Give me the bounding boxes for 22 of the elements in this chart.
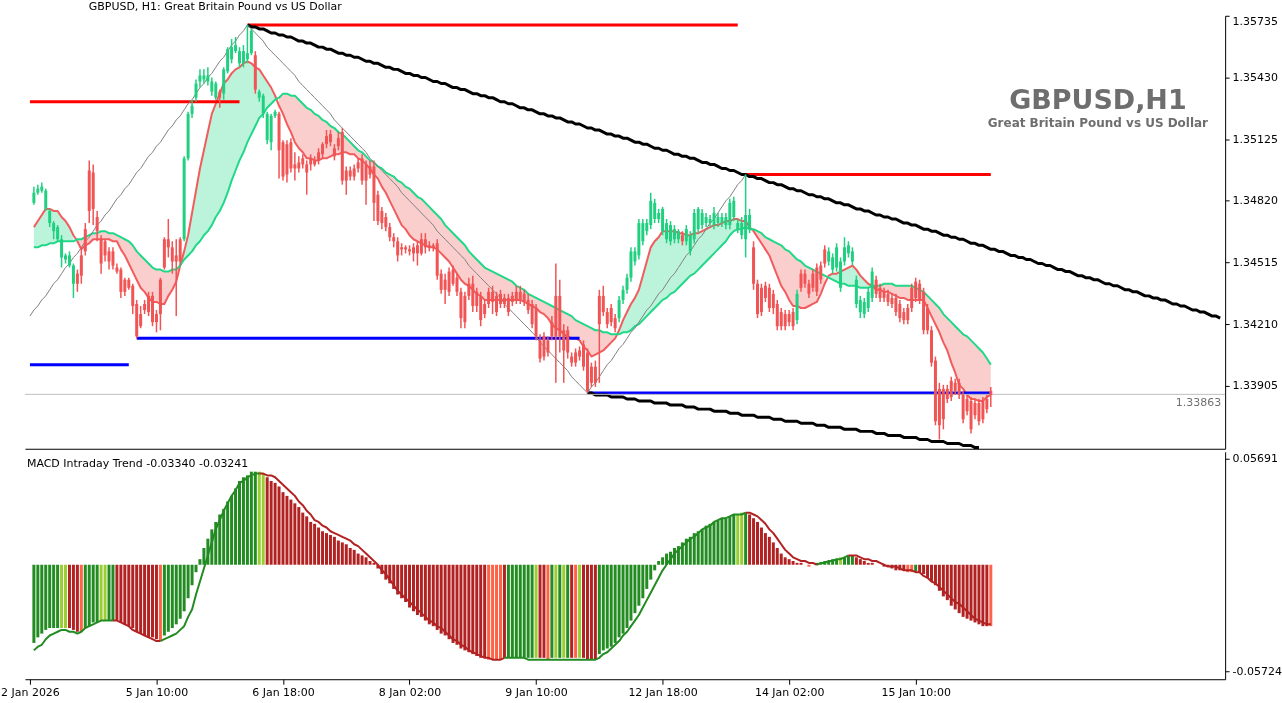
x-tick-label: 15 Jan 10:00 bbox=[881, 685, 951, 699]
y-tick-label: 1.35735 bbox=[1232, 15, 1278, 29]
annotation: Great Britain Pound vs US Dollar bbox=[987, 115, 1209, 130]
x-tick-label: 5 Jan 10:00 bbox=[125, 685, 189, 699]
x-tick-label: 9 Jan 10:00 bbox=[505, 685, 568, 699]
x-tick-label: 6 Jan 18:00 bbox=[252, 685, 315, 699]
chart-title: GBPUSD, H1: Great Britain Pound vs US Dollar bbox=[88, 0, 343, 13]
y-tick-label: 1.35125 bbox=[1232, 132, 1278, 146]
x-tick-label: 8 Jan 02:00 bbox=[378, 685, 442, 699]
y-tick-label: 1.34515 bbox=[1232, 256, 1278, 269]
y-tick-label: 0.05691 bbox=[1232, 452, 1278, 466]
y-tick-label: 1.34210 bbox=[1232, 317, 1278, 331]
x-tick-label: 2 Jan 2026 bbox=[1, 685, 60, 699]
y-tick-label: 1.33905 bbox=[1232, 379, 1278, 393]
text: MACD Intraday Trend -0.03340 -0.03241 bbox=[26, 456, 249, 470]
x-tick-label: 12 Jan 18:00 bbox=[628, 685, 698, 699]
y-tick-label: -0.05724 bbox=[1232, 664, 1282, 678]
annotation: GBPUSD,H1 bbox=[1009, 83, 1187, 115]
y-tick-label: 1.34820 bbox=[1232, 194, 1278, 208]
y-tick-label: 1.35430 bbox=[1232, 70, 1278, 84]
x-tick-label: 14 Jan 02:00 bbox=[754, 685, 825, 699]
ref-line-label: 1.33863 bbox=[1175, 396, 1222, 410]
